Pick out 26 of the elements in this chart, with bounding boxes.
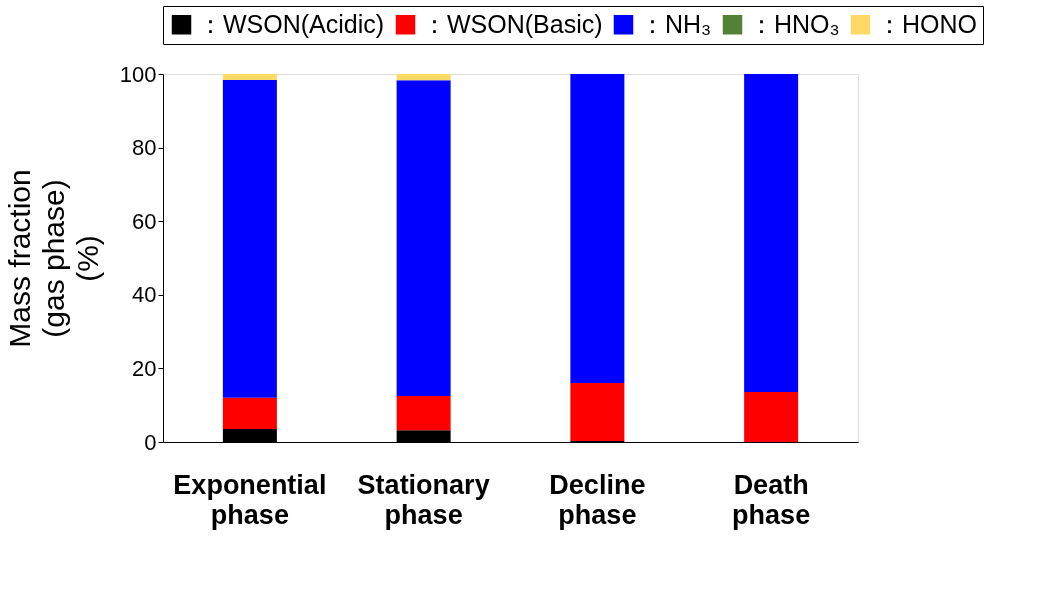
- y-tick-label: 100: [119, 61, 157, 87]
- bar: [396, 74, 451, 81]
- y-tick-label: 60: [132, 208, 157, 234]
- bar: [396, 396, 451, 431]
- y-tick-label: 0: [144, 429, 157, 455]
- bar: [570, 74, 625, 384]
- bar: [222, 74, 277, 80]
- bar: [744, 391, 799, 442]
- legend-label: ：HNO₃: [749, 9, 840, 38]
- x-tick-label: Death phase: [732, 469, 811, 530]
- legend-label: ：WSON(Acidic): [198, 9, 385, 38]
- x-tick-label: Stationary phase: [357, 469, 490, 530]
- bar: [744, 74, 799, 392]
- legend-label: ：WSON(Basic): [422, 9, 603, 38]
- bar: [570, 383, 625, 441]
- legend-label: ：HONO: [877, 9, 977, 38]
- bar: [396, 80, 451, 396]
- y-tick-label: 80: [132, 135, 157, 161]
- bar: [222, 397, 277, 430]
- x-tick-label: Decline phase: [549, 469, 646, 530]
- y-tick-label: 40: [132, 282, 157, 308]
- x-tick-label: Exponential phase: [173, 469, 327, 530]
- y-tick-label: 20: [132, 355, 157, 381]
- y-axis-title: Mass fraction (gas phase) (%): [2, 169, 104, 348]
- legend-label: ：NH₃: [640, 9, 712, 38]
- bar: [222, 79, 277, 398]
